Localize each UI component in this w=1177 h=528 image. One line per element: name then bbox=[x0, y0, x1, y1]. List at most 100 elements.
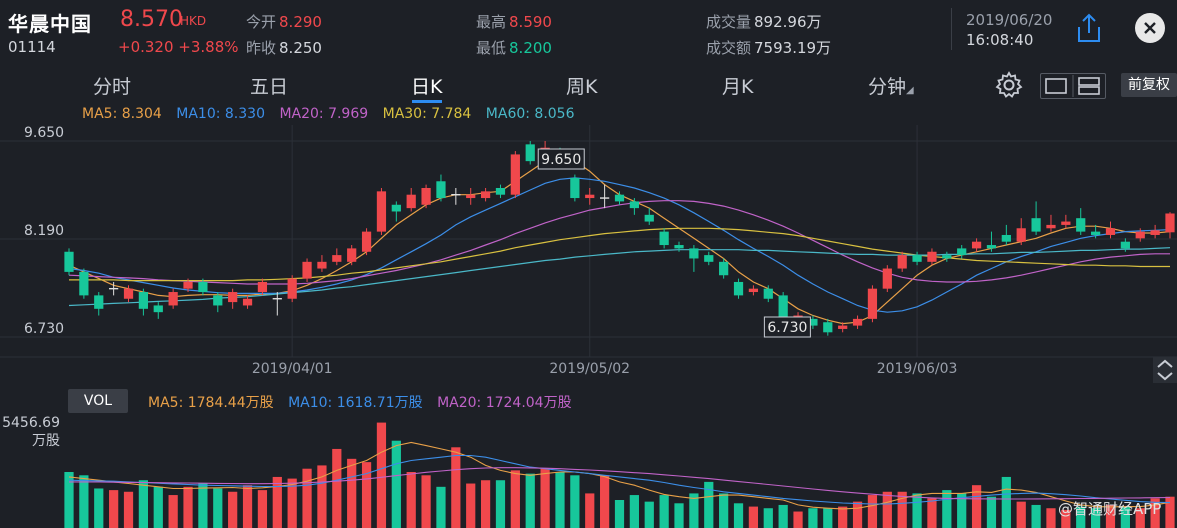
candle bbox=[957, 245, 967, 259]
volume-bar bbox=[228, 491, 238, 528]
candle bbox=[332, 248, 342, 266]
y-tick-label: 8.190 bbox=[24, 223, 64, 239]
candle bbox=[436, 174, 446, 202]
volume-bar bbox=[1046, 508, 1056, 528]
volume-bar bbox=[1001, 476, 1011, 528]
tab-minute-label: 分钟 bbox=[868, 76, 907, 98]
change-value: +0.320 bbox=[118, 38, 174, 56]
forward-adjust-button[interactable]: 前复权 bbox=[1121, 73, 1177, 97]
candle bbox=[480, 187, 491, 202]
volume-bar bbox=[614, 500, 625, 528]
min-price-label: 6.730 bbox=[763, 316, 811, 338]
volume-bar bbox=[257, 490, 268, 528]
tab-weekly-k[interactable]: 周K bbox=[566, 76, 598, 98]
volume-bar bbox=[317, 465, 327, 528]
candle bbox=[1046, 214, 1056, 232]
gear-icon[interactable] bbox=[995, 71, 1023, 99]
volume-bar bbox=[1076, 506, 1086, 528]
volume-bar bbox=[629, 495, 639, 528]
tab-monthly-k[interactable]: 月K bbox=[722, 76, 754, 98]
dropdown-triangle-icon: ◢ bbox=[906, 85, 914, 96]
volume-bar bbox=[674, 503, 684, 528]
high-value: 8.590 bbox=[509, 13, 552, 31]
volume-bar bbox=[957, 493, 967, 528]
volume-bar bbox=[168, 495, 178, 528]
ma30-legend: MA30: 7.784 bbox=[382, 106, 472, 122]
volume-bar bbox=[376, 422, 387, 528]
volume-bar bbox=[495, 480, 506, 528]
share-icon[interactable] bbox=[1074, 12, 1104, 44]
quote-prev-close: 昨收 8.250 bbox=[246, 37, 322, 58]
candle bbox=[406, 187, 416, 212]
candle bbox=[674, 241, 684, 252]
volume-bar bbox=[510, 470, 520, 528]
candle bbox=[123, 285, 134, 303]
volume-bar bbox=[1031, 504, 1041, 528]
candle bbox=[213, 292, 223, 313]
volume-bar bbox=[451, 447, 461, 528]
close-icon[interactable] bbox=[1134, 12, 1166, 44]
volume-bar bbox=[123, 491, 134, 528]
candle bbox=[1001, 224, 1011, 246]
stock-name: 华晨中国 bbox=[8, 12, 92, 36]
volume-bar bbox=[242, 485, 253, 528]
tab-intraday[interactable]: 分时 bbox=[93, 76, 132, 98]
price-change: +0.320 +3.88% bbox=[118, 38, 239, 56]
candle bbox=[614, 191, 625, 205]
prev-close-value: 8.250 bbox=[279, 39, 322, 57]
candle bbox=[466, 187, 476, 205]
vol-ma20-legend: MA20: 1724.04万股 bbox=[437, 395, 572, 411]
candle bbox=[704, 251, 714, 266]
candlestick-chart[interactable]: 9.650 8.190 6.730 2019/04/01 2019/05/02 2019/… bbox=[0, 125, 1177, 380]
volume-bar bbox=[852, 501, 863, 528]
y-tick-label: 6.730 bbox=[24, 321, 64, 337]
candle bbox=[1135, 228, 1145, 242]
vol-indicator-button[interactable]: VOL bbox=[68, 389, 128, 413]
header-divider bbox=[951, 8, 952, 50]
tab-daily-k[interactable]: 日K bbox=[411, 76, 443, 98]
volume-chart[interactable] bbox=[0, 410, 1177, 528]
volume-bar bbox=[644, 501, 654, 528]
volume-bar bbox=[94, 488, 104, 528]
candle bbox=[168, 288, 178, 309]
volume-value: 892.96万 bbox=[754, 13, 822, 31]
volume-bar bbox=[421, 475, 431, 528]
volume-bar bbox=[1135, 508, 1145, 528]
candle bbox=[287, 275, 297, 303]
candle bbox=[525, 141, 535, 165]
volume-bar bbox=[733, 503, 744, 528]
volume-bar bbox=[823, 508, 833, 528]
vol-ma10-legend: MA10: 1618.71万股 bbox=[288, 395, 423, 411]
candle bbox=[272, 292, 282, 316]
candle bbox=[376, 187, 387, 235]
volume-bar bbox=[466, 483, 476, 528]
candle bbox=[391, 201, 401, 222]
quote-low: 最低 8.200 bbox=[476, 37, 552, 58]
chevron-updown-icon[interactable] bbox=[1153, 357, 1177, 383]
candle bbox=[927, 248, 937, 266]
candle bbox=[347, 245, 357, 266]
volume-bar bbox=[942, 490, 952, 528]
volume-bar bbox=[302, 468, 312, 528]
volume-bar bbox=[109, 490, 119, 528]
currency: HKD bbox=[180, 14, 207, 28]
candle bbox=[1090, 224, 1101, 239]
volume-bar bbox=[391, 440, 401, 528]
ma10-legend: MA10: 8.330 bbox=[176, 106, 265, 122]
volume-bar bbox=[882, 491, 892, 528]
tab-five-day[interactable]: 五日 bbox=[250, 76, 289, 98]
candle bbox=[629, 198, 639, 215]
layout-toggle[interactable] bbox=[1040, 73, 1106, 99]
volume-bar bbox=[361, 462, 372, 528]
volume-bar bbox=[272, 476, 282, 528]
volume-bar bbox=[867, 495, 878, 528]
tab-minute[interactable]: 分钟◢ bbox=[868, 72, 914, 99]
vol-axis-value: 5456.69 bbox=[2, 415, 60, 431]
candle bbox=[153, 302, 163, 319]
volume-bar bbox=[347, 458, 357, 528]
volume-bar bbox=[1150, 498, 1160, 528]
candle bbox=[94, 292, 104, 316]
candle bbox=[1016, 218, 1026, 246]
candle bbox=[971, 238, 982, 252]
vol-axis-label: 5456.69 万股 bbox=[0, 414, 60, 450]
